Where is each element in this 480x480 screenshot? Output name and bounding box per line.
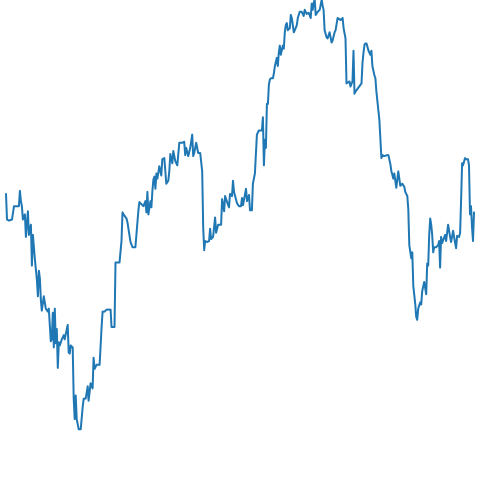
plot-area	[5, 0, 475, 431]
series-line-0	[5, 0, 475, 431]
